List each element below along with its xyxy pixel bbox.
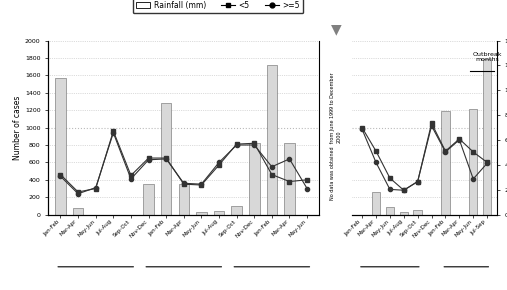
Bar <box>214 211 224 215</box>
Bar <box>483 59 491 215</box>
Bar <box>161 103 171 215</box>
Text: Outbreak
months: Outbreak months <box>473 52 502 62</box>
Bar <box>143 184 154 215</box>
Bar <box>73 209 83 215</box>
Y-axis label: Number of cases: Number of cases <box>13 95 22 160</box>
Bar <box>231 206 242 215</box>
Bar <box>386 207 394 215</box>
Bar <box>55 78 66 215</box>
Bar <box>196 212 207 215</box>
Bar <box>372 192 380 215</box>
Bar <box>469 109 478 215</box>
Bar <box>441 111 450 215</box>
Bar <box>284 142 295 215</box>
Bar <box>249 142 260 215</box>
Bar <box>400 212 408 215</box>
Text: ▼: ▼ <box>331 22 341 36</box>
Bar <box>267 66 277 215</box>
Text: No data was obtained  from June 1999 to December
2000: No data was obtained from June 1999 to D… <box>331 72 341 200</box>
Bar <box>178 184 189 215</box>
Legend: Rainfall (mm), <5, >=5: Rainfall (mm), <5, >=5 <box>133 0 303 13</box>
Bar <box>414 210 422 215</box>
